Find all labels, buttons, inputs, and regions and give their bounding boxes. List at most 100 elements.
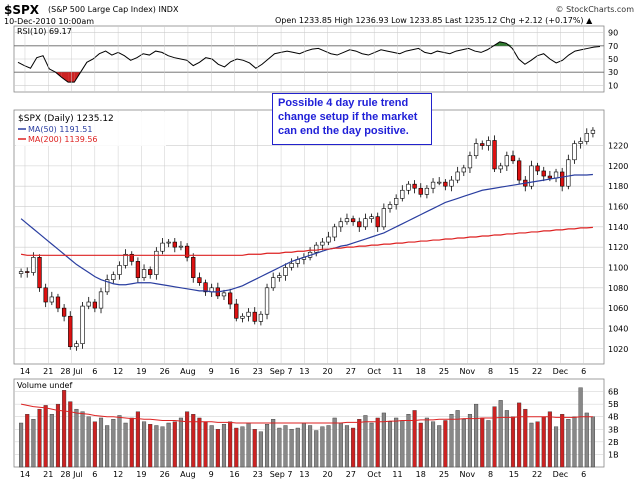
x-tick-label: 23 [253, 470, 263, 479]
legend-bg [16, 112, 166, 146]
volume-bar [55, 403, 61, 468]
x-tick-label: 13 [299, 470, 309, 479]
volume-bar [74, 408, 79, 468]
candle [369, 216, 374, 220]
candle [381, 208, 387, 228]
volume-bar [19, 422, 24, 468]
price-tick-label: 1040 [608, 324, 628, 333]
candle [98, 291, 104, 309]
x-tick-label: 11 [392, 470, 402, 479]
x-tick-label: Oct [367, 367, 381, 376]
volume-bar [553, 426, 559, 468]
volume-bar [68, 401, 73, 468]
volume-bar [320, 426, 325, 468]
volume-bar [474, 403, 479, 468]
volume-bar [338, 422, 343, 468]
volume-bar [437, 425, 442, 468]
candle [449, 179, 454, 187]
candle [418, 187, 423, 195]
volume-bar [351, 427, 356, 468]
candle [258, 313, 264, 322]
candle [437, 181, 442, 184]
rsi-overbought-fill [506, 43, 513, 46]
volume-bar [92, 421, 97, 468]
x-tick-label: 12 [113, 367, 123, 376]
candle [584, 133, 589, 142]
candle [504, 155, 509, 167]
volume-bar [31, 419, 36, 468]
candle [394, 198, 399, 205]
rsi-oversold-fill [61, 72, 69, 83]
volume-bar [480, 417, 485, 468]
candle [541, 170, 546, 177]
candle [141, 269, 147, 278]
price-tick-label: 1200 [608, 162, 628, 171]
candle [129, 253, 134, 262]
volume-bar [541, 416, 546, 468]
candle [18, 271, 24, 274]
candle [61, 307, 67, 317]
x-tick-label: 22 [532, 367, 542, 376]
volume-bar [80, 411, 85, 468]
volume-bar [504, 410, 509, 468]
volume-bar [98, 417, 104, 468]
x-tick-label: 8 [488, 470, 493, 479]
x-tick-label: 26 [160, 367, 170, 376]
legend-ma200: MA(200) 1139.56 [28, 135, 98, 144]
volume-bar [547, 411, 552, 468]
candle [277, 275, 282, 278]
candle [148, 269, 153, 275]
price-tick-label: 1180 [608, 182, 628, 191]
price-tick-label: 1120 [608, 243, 628, 252]
volume-bar [277, 427, 282, 468]
volume-bar [301, 422, 306, 468]
volume-bar [37, 408, 42, 468]
volume-bar [295, 427, 300, 468]
x-tick-label: Dec [553, 470, 568, 479]
candle [197, 277, 202, 284]
volume-bar [252, 429, 257, 468]
x-tick-label: Sep 7 [270, 470, 293, 479]
candle [160, 242, 165, 252]
volume-bar [246, 422, 251, 468]
candle [227, 292, 233, 305]
rsi-title: RSI(10) 69.17 [17, 27, 72, 36]
annotation-box: Possible 4 day rule trend change setup i… [272, 93, 432, 145]
volume-bar [289, 429, 294, 468]
volume-bar [215, 429, 220, 468]
volume-bar [105, 425, 110, 468]
volume-bar [523, 408, 528, 468]
candle [350, 218, 356, 223]
candle [461, 167, 466, 173]
volume-bar [264, 424, 270, 468]
volume-bar [148, 424, 153, 468]
price-title: $SPX (Daily) 1235.12 [18, 114, 114, 124]
legend-ma50: MA(50) 1191.51 [28, 125, 92, 134]
x-tick-label: Nov [459, 367, 475, 376]
volume-bar [486, 420, 491, 468]
volume-bar [498, 400, 503, 468]
rsi-tick-label: 10 [608, 81, 618, 90]
volume-bar [443, 420, 448, 468]
x-tick-label: 28 Jul [60, 367, 82, 376]
volume-bar [111, 419, 116, 468]
volume-bar [221, 424, 227, 468]
candle [105, 279, 110, 293]
volume-bar [418, 422, 423, 468]
x-tick-label: 15 [509, 367, 519, 376]
volume-bar [566, 419, 571, 468]
volume-bar [363, 415, 368, 468]
candle [25, 271, 30, 273]
volume-bar [197, 417, 202, 468]
x-tick-label: 13 [299, 367, 309, 376]
x-tick-label: 25 [439, 367, 449, 376]
price-tick-label: 1020 [608, 345, 628, 354]
candle [264, 287, 270, 315]
candle [191, 257, 196, 278]
candle [332, 226, 337, 238]
x-tick-label: 19 [136, 470, 146, 479]
volume-bar [467, 414, 472, 468]
candle [486, 140, 491, 146]
volume-bar [283, 425, 288, 468]
volume-tick-label: 3B [608, 425, 619, 434]
